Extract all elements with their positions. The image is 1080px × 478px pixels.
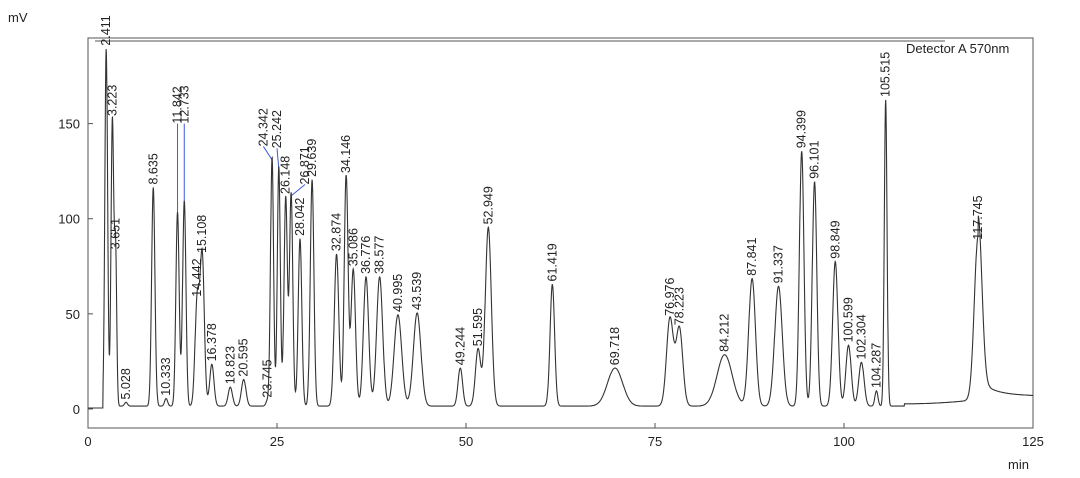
x-tick-label: 25 [270,434,284,449]
peak-label: 26.871 [298,146,312,184]
peak-label: 52.949 [481,186,495,224]
plot-frame [87,37,1034,429]
peak-pointer [276,148,280,170]
peak-label: 43.539 [410,272,424,310]
peak-label: 25.242 [270,110,284,148]
peak-label: 78.223 [672,287,686,325]
peak-label: 98.849 [828,220,842,258]
peak-label: 2.411 [99,15,113,45]
peak-pointer [262,146,273,161]
peak-label: 38.577 [373,236,387,274]
peak-pointers [177,123,306,215]
peak-label: 61.419 [545,243,559,281]
peak-label: 105.515 [879,52,893,97]
peak-label: 76.976 [663,278,677,316]
peak-label: 11.842 [171,86,185,123]
chromatogram-trace [88,49,1033,409]
x-tick-label: 125 [1022,434,1044,449]
peak-label: 40.995 [391,274,405,312]
axis-ticks: 0 25 50 75 100 125 0 50 100 150 [58,117,1044,449]
peak-label: 5.028 [119,368,133,399]
peak-label: 84.212 [718,314,732,352]
y-tick-label: 0 [73,402,80,417]
x-axis-label: min [1008,457,1029,472]
peak-label: 35.086 [346,228,360,266]
y-axis-label: mV [8,10,28,25]
peak-label: 32.874 [330,213,344,251]
peak-label: 69.718 [608,327,622,365]
peak-label: 3.651 [109,218,123,249]
peak-label: 24.342 [256,108,270,146]
peak-pointer [290,184,306,197]
y-tick-label: 100 [58,212,80,227]
peak-label: 26.148 [279,156,293,194]
peak-label: 36.776 [359,236,373,274]
peak-label: 20.595 [237,338,251,376]
peak-label: 10.333 [159,357,173,395]
peak-label: 117.745 [971,195,985,239]
x-tick-label: 100 [833,434,855,449]
peak-label: 102.304 [854,314,868,359]
peak-label: 104.287 [869,343,883,388]
peak-label: 29.639 [305,139,319,177]
peak-label: 87.841 [745,238,759,276]
peak-label: 96.101 [808,141,822,179]
x-tick-label: 50 [459,434,473,449]
x-tick-label: 75 [648,434,662,449]
peak-labels: 2.411 3.223 3.651 5.028 8.635 10.333 11.84212.… [99,15,985,399]
y-tick-label: 150 [58,117,80,132]
peak-label: 15.108 [195,215,209,253]
peak-label: 28.042 [293,198,307,236]
peak-label: 18.823 [223,346,237,384]
peak-label: 34.146 [339,135,353,173]
peak-label: 8.635 [146,153,160,184]
peak-label: 23.745 [261,359,275,397]
y-tick-label: 50 [66,307,80,322]
detector-annotation: Detector A 570nm [906,41,1009,56]
peak-label: 51.595 [471,308,485,346]
peak-label: 100.599 [842,297,856,342]
peak-label: 94.399 [795,110,809,148]
x-tick-label: 0 [84,434,91,449]
peak-label: 49.244 [453,327,467,365]
peak-label: 16.378 [205,323,219,361]
peak-label: 14.442 [190,258,204,296]
peak-label: 91.337 [772,245,786,283]
peak-label: 12.733 [177,85,191,123]
peak-label: 3.223 [105,85,119,116]
